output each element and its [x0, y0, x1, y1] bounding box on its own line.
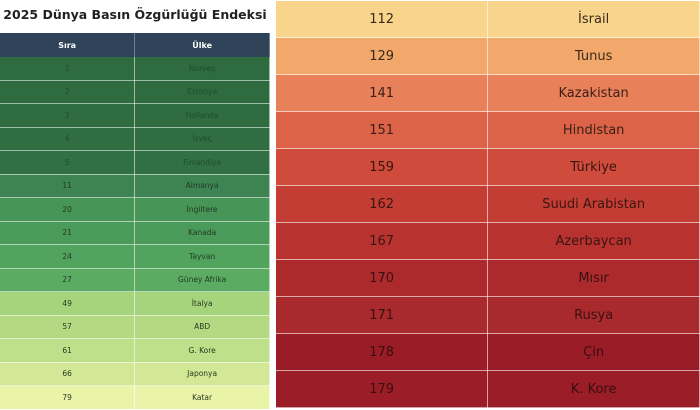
rank-cell: 171: [276, 296, 489, 334]
country-cell: Güney Afrika: [134, 268, 270, 292]
table-header-row: Sıra Ülke: [0, 33, 270, 57]
table-row: 24 Tayvan: [0, 244, 270, 269]
country-cell: İsveç: [134, 127, 270, 151]
country-cell: İtalya: [134, 291, 270, 316]
rank-cell: 24: [0, 244, 136, 269]
rank-cell: 129: [276, 37, 489, 75]
table-row: 27 Güney Afrika: [0, 268, 270, 292]
country-cell: G. Kore: [134, 338, 270, 363]
country-cell: Suudi Arabistan: [487, 185, 700, 223]
table-row: 151 Hindistan: [276, 111, 700, 149]
country-cell: Hindistan: [487, 111, 700, 149]
country-cell: Tunus: [487, 37, 700, 75]
rank-cell: 167: [276, 222, 489, 260]
table-row: 167 Azerbaycan: [276, 222, 700, 260]
ranking-table-left: Sıra Ülke 1 Norveç 2 Estonya 3 Hollanda 4 İsveç…: [0, 33, 270, 410]
rank-cell: 66: [0, 362, 136, 386]
rank-cell: 79: [0, 385, 136, 410]
rank-cell: 162: [276, 185, 489, 223]
country-cell: Kazakistan: [487, 74, 700, 112]
rank-cell: 11: [0, 174, 136, 198]
table-row: 162 Suudi Arabistan: [276, 185, 700, 223]
chart-title: 2025 Dünya Basın Özgürlüğü Endeksi: [3, 7, 267, 22]
rank-cell: 57: [0, 315, 136, 339]
table-row: 79 Katar: [0, 385, 270, 410]
table-row: 5 Finlandiya: [0, 150, 270, 175]
rank-cell: 3: [0, 103, 136, 128]
table-row: 129 Tunus: [276, 37, 700, 75]
country-cell: ABD: [134, 315, 270, 339]
country-cell: Hollanda: [134, 103, 270, 128]
rank-cell: 178: [276, 333, 489, 371]
rank-cell: 27: [0, 268, 136, 292]
table-row: 178 Çin: [276, 333, 700, 371]
rank-cell: 2: [0, 80, 136, 104]
country-cell: Rusya: [487, 296, 700, 334]
country-cell: Norveç: [134, 57, 270, 81]
country-cell: Tayvan: [134, 244, 270, 269]
table-row: 2 Estonya: [0, 80, 270, 104]
rank-cell: 151: [276, 111, 489, 149]
rank-cell: 141: [276, 74, 489, 112]
table-row: 21 Kanada: [0, 221, 270, 245]
table-row: 1 Norveç: [0, 57, 270, 81]
ranking-table-right: 112 İsrail 129 Tunus 141 Kazakistan 151 Hindist…: [276, 1, 700, 408]
country-cell: Mısır: [487, 259, 700, 297]
country-cell: Japonya: [134, 362, 270, 386]
country-cell: Türkiye: [487, 148, 700, 186]
rank-cell: 5: [0, 150, 136, 175]
rank-cell: 4: [0, 127, 136, 151]
column-header-rank: Sıra: [0, 33, 136, 57]
rank-cell: 20: [0, 197, 136, 222]
rank-cell: 159: [276, 148, 489, 186]
country-cell: Kanada: [134, 221, 270, 245]
table-row: 3 Hollanda: [0, 103, 270, 128]
rank-cell: 21: [0, 221, 136, 245]
rank-cell: 112: [276, 1, 489, 38]
table-row: 171 Rusya: [276, 296, 700, 334]
country-cell: K. Kore: [487, 370, 700, 408]
rank-cell: 1: [0, 57, 136, 81]
country-cell: İngiltere: [134, 197, 270, 222]
country-cell: Azerbaycan: [487, 222, 700, 260]
rank-cell: 170: [276, 259, 489, 297]
table-row: 11 Almanya: [0, 174, 270, 198]
table-row: 61 G. Kore: [0, 338, 270, 363]
country-cell: Estonya: [134, 80, 270, 104]
column-header-country: Ülke: [134, 33, 270, 57]
table-row: 66 Japonya: [0, 362, 270, 386]
country-cell: Almanya: [134, 174, 270, 198]
table-row: 141 Kazakistan: [276, 74, 700, 112]
rank-cell: 49: [0, 291, 136, 316]
table-row: 112 İsrail: [276, 1, 700, 38]
table-row: 179 K. Kore: [276, 370, 700, 408]
table-row: 4 İsveç: [0, 127, 270, 151]
country-cell: Finlandiya: [134, 150, 270, 175]
table-row: 20 İngiltere: [0, 197, 270, 222]
table-row: 170 Mısır: [276, 259, 700, 297]
rank-cell: 179: [276, 370, 489, 408]
country-cell: İsrail: [487, 1, 700, 38]
table-row: 49 İtalya: [0, 291, 270, 316]
table-row: 159 Türkiye: [276, 148, 700, 186]
table-row: 57 ABD: [0, 315, 270, 339]
country-cell: Çin: [487, 333, 700, 371]
country-cell: Katar: [134, 385, 270, 410]
rank-cell: 61: [0, 338, 136, 363]
